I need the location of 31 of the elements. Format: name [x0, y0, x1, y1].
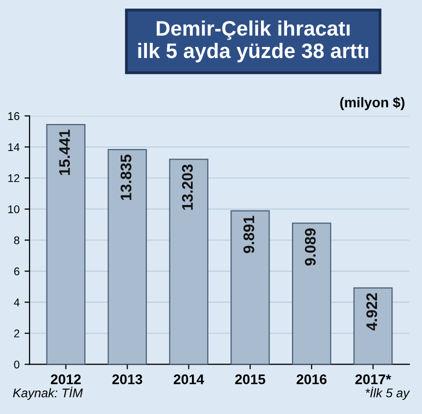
y-tick-label: 14 [8, 143, 20, 151]
x-tick-label: 2013 [112, 374, 142, 384]
y-tick-label: 12 [8, 174, 20, 182]
x-tick-label: 2017* [355, 374, 392, 384]
x-tick-label: 2012 [50, 374, 81, 384]
bar [353, 287, 393, 364]
data-label: 13.203 [182, 164, 193, 210]
bar [108, 148, 147, 364]
bar [230, 210, 270, 364]
x-tick-label: 2015 [235, 374, 266, 384]
y-tick-label: 0 [14, 360, 20, 368]
chart-title: Demir-Çelik ihracatı ilk 5 ayda yüzde 38 arttı [138, 20, 368, 62]
bar [169, 158, 208, 364]
y-tick-label: 10 [8, 205, 20, 214]
data-label: 13.835 [120, 154, 132, 200]
y-tick-label: 4 [14, 298, 20, 306]
text: (milyon $) [340, 96, 404, 110]
bar [292, 222, 332, 364]
data-label: 9.891 [243, 216, 254, 254]
x-tick-label: 2016 [296, 374, 327, 384]
y-tick-label: 16 [8, 112, 20, 120]
data-label: 15.441 [59, 130, 70, 176]
x-tick-label: 2014 [174, 374, 204, 384]
y-tick-label: 6 [14, 267, 20, 276]
text: Kaynak: TİM [13, 386, 83, 400]
y-tick-label: 8 [14, 236, 20, 244]
bar [46, 124, 86, 364]
data-label: 9.089 [304, 228, 316, 266]
text: *İlk 5 ay [366, 386, 410, 400]
y-tick-label: 2 [14, 330, 20, 338]
data-label: 4.922 [366, 293, 378, 331]
